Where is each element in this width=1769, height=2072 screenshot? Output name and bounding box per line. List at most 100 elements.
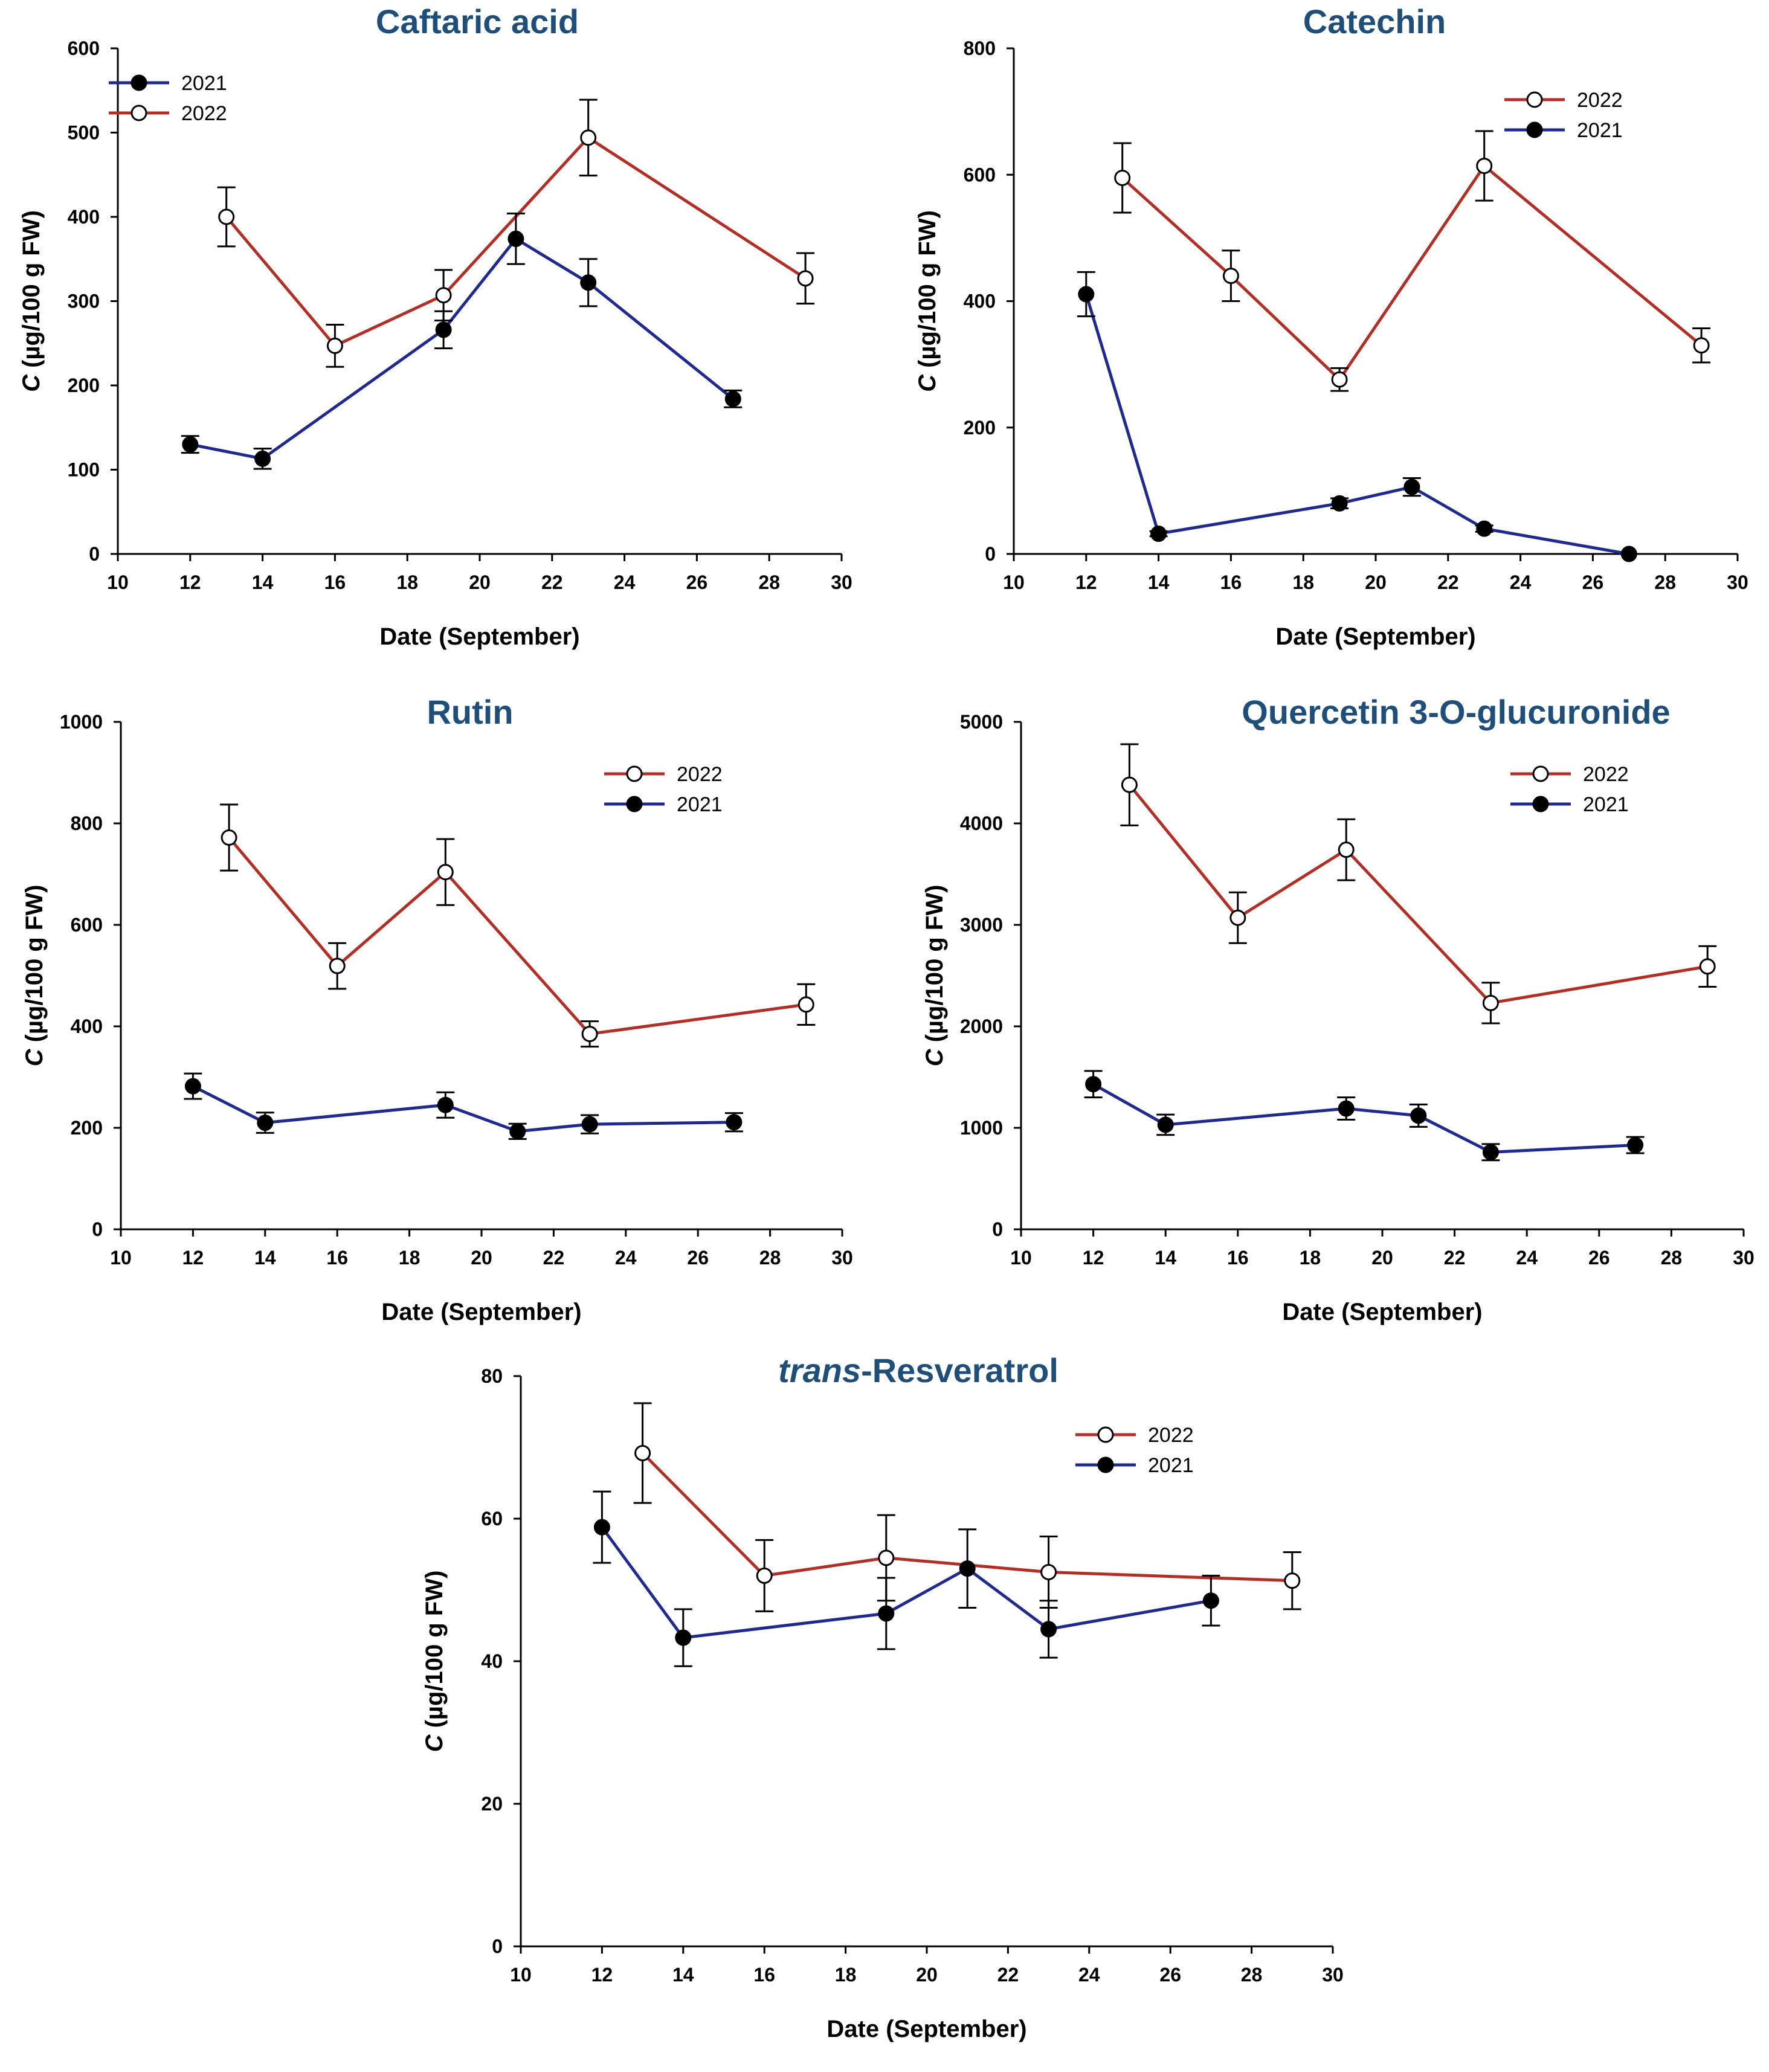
y-axis-label-unit: (µg/100 g FW) [18, 210, 45, 375]
y-axis-label-symbol: C [21, 1048, 48, 1066]
x-tick-label: 20 [916, 1964, 938, 1986]
x-tick-label: 10 [510, 1964, 532, 1986]
data-point-2021 [1482, 1144, 1499, 1160]
x-tick-label: 18 [399, 1247, 420, 1269]
data-point-2022 [437, 864, 454, 881]
legend-marker-2021 [1097, 1456, 1114, 1473]
y-tick-label: 0 [89, 543, 100, 565]
x-tick-label: 16 [324, 571, 346, 593]
x-tick-label: 28 [1241, 1964, 1263, 1986]
chart-title-text: Quercetin 3-O-glucuronide [1242, 693, 1670, 731]
x-tick-label: 14 [1155, 1247, 1176, 1269]
legend-marker-2022 [1532, 765, 1549, 782]
y-axis-label: C (µg/100 g FW) [914, 210, 941, 392]
data-point-2022 [1482, 994, 1499, 1011]
x-tick-label: 20 [1371, 1247, 1393, 1269]
data-point-2021 [581, 1116, 598, 1133]
chart-title: trans-Resveratrol [778, 1351, 1058, 1389]
series-line-2021 [1084, 294, 1629, 556]
y-tick-label: 100 [68, 459, 100, 481]
chart-title-italic: trans [778, 1351, 861, 1389]
data-point-2021 [435, 321, 452, 338]
data-point-2021 [1627, 1137, 1644, 1154]
y-axis-label-symbol: C [921, 1048, 948, 1066]
y-tick-label: 500 [68, 122, 100, 144]
series-line-2021 [601, 1526, 1211, 1639]
data-point-2022 [1114, 169, 1131, 186]
x-tick-label: 24 [614, 571, 636, 593]
x-tick-label: 16 [753, 1964, 775, 1986]
series-line-2021 [192, 1084, 734, 1133]
series-line-2022 [1128, 783, 1708, 1005]
x-tick-label: 28 [759, 1247, 781, 1269]
legend-marker-2021 [1526, 121, 1543, 138]
legend-marker-2022 [1526, 91, 1543, 108]
y-tick-label: 400 [964, 291, 996, 312]
legend-marker-2022 [130, 105, 147, 121]
legend-marker-2021 [130, 74, 147, 91]
y-tick-label: 1000 [60, 711, 103, 733]
x-tick-label: 14 [252, 571, 274, 593]
x-tick-label: 14 [672, 1964, 694, 1986]
x-tick-label: 30 [831, 571, 852, 593]
data-point-2021 [959, 1560, 976, 1577]
data-point-2022 [1222, 268, 1239, 285]
data-point-2021 [1202, 1592, 1219, 1609]
chart-title-text: Rutin [427, 693, 513, 731]
data-point-2021 [1040, 1621, 1057, 1638]
chart-title-text: -Resveratrol [861, 1351, 1058, 1389]
x-tick-label: 22 [1437, 571, 1459, 593]
series-line-2021 [1092, 1083, 1635, 1154]
x-tick-label: 22 [1444, 1247, 1466, 1269]
data-point-2021 [1085, 1076, 1102, 1093]
x-tick-label: 10 [1010, 1247, 1032, 1269]
data-point-2022 [1229, 909, 1246, 926]
x-tick-label: 22 [543, 1247, 565, 1269]
y-tick-label: 800 [71, 812, 103, 834]
x-tick-label: 16 [1227, 1247, 1249, 1269]
y-tick-label: 600 [964, 164, 996, 185]
data-point-2022 [797, 270, 814, 287]
y-tick-label: 80 [481, 1365, 503, 1387]
x-tick-label: 16 [1220, 571, 1242, 593]
data-point-2021 [724, 390, 741, 407]
y-axis-label: C (µg/100 g FW) [421, 1571, 448, 1752]
data-point-2021 [182, 436, 199, 453]
y-tick-label: 1000 [960, 1117, 1003, 1139]
y-tick-label: 5000 [960, 711, 1003, 733]
legend-label-2021: 2021 [1148, 1454, 1194, 1477]
y-tick-label: 600 [68, 37, 100, 59]
data-point-2022 [1476, 158, 1493, 175]
x-tick-label: 14 [1148, 571, 1170, 593]
y-axis-label-unit: (µg/100 g FW) [921, 885, 948, 1049]
y-tick-label: 60 [481, 1508, 503, 1530]
x-tick-label: 30 [831, 1247, 853, 1269]
y-axis-label: C (µg/100 g FW) [18, 210, 45, 392]
x-axis-label: Date (September) [381, 1299, 581, 1325]
x-tick-label: 18 [1292, 571, 1314, 593]
chart-title-text: Catechin [1303, 2, 1446, 40]
chart-title: Caftaric acid [376, 2, 579, 40]
x-tick-label: 18 [835, 1964, 857, 1986]
x-tick-label: 12 [179, 571, 201, 593]
legend: 2022 2021 [1504, 89, 1623, 142]
data-point-2022 [878, 1549, 895, 1566]
y-axis-label-unit: (µg/100 g FW) [421, 1571, 448, 1735]
x-tick-label: 26 [686, 571, 708, 593]
data-point-2021 [593, 1519, 610, 1536]
x-tick-label: 26 [1588, 1247, 1610, 1269]
x-tick-label: 30 [1727, 571, 1748, 593]
y-axis-label-symbol: C [914, 374, 941, 392]
y-tick-label: 3000 [960, 914, 1003, 936]
data-point-2021 [1410, 1107, 1427, 1124]
legend-label-2021: 2021 [181, 72, 227, 95]
data-point-2021 [1338, 1100, 1355, 1117]
chart-title: Catechin [1303, 2, 1446, 40]
y-tick-label: 400 [68, 206, 100, 228]
x-tick-label: 24 [1516, 1247, 1538, 1269]
x-axis-label: Date (September) [826, 2016, 1026, 2042]
x-axis-label: Date (September) [1275, 623, 1475, 650]
